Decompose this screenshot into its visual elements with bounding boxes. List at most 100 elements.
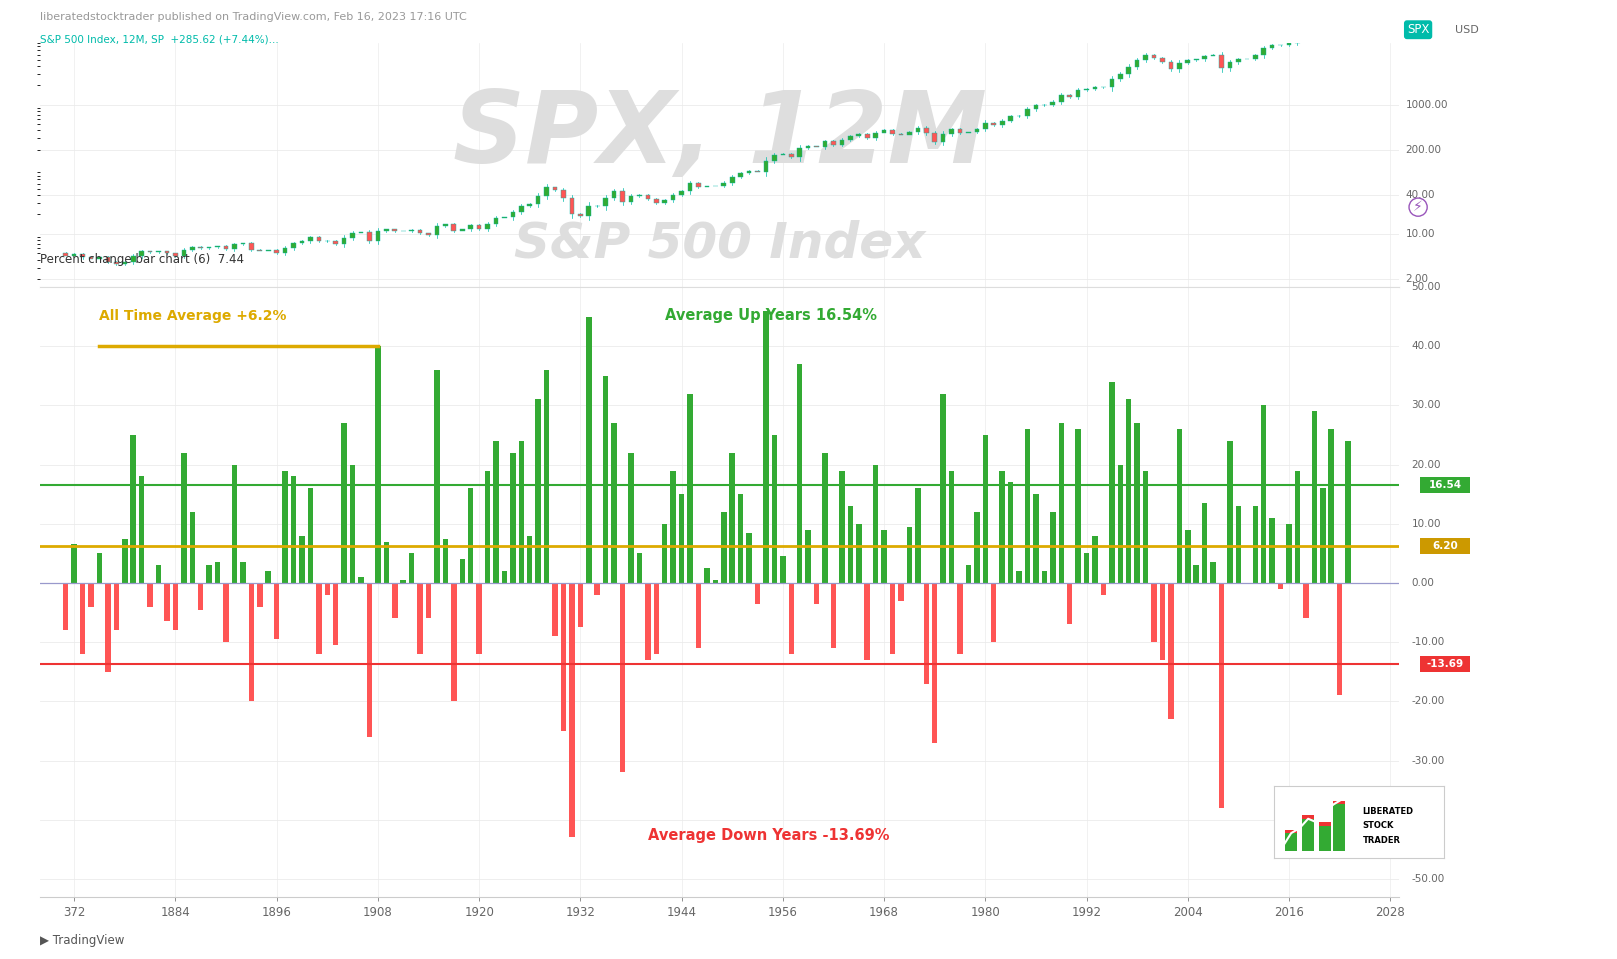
Bar [1329,22,1334,29]
Bar [155,565,162,583]
Bar [509,453,516,583]
Bar [1177,62,1182,69]
Bar [1007,482,1014,583]
Bar [805,529,810,583]
Bar [543,370,550,583]
Bar [1303,38,1308,39]
Bar [309,237,312,242]
Bar [1017,572,1022,583]
Bar [1193,565,1198,583]
Bar [367,583,372,737]
Bar [865,133,870,138]
Bar [569,583,574,837]
Bar [1253,506,1258,583]
Bar [425,583,432,619]
Bar [97,257,102,259]
Bar [755,583,760,603]
Bar [1083,553,1090,583]
Bar [1159,58,1164,61]
Bar [443,539,448,583]
Bar [443,224,448,226]
Text: -10.00: -10.00 [1412,637,1444,647]
Text: 1000.00: 1000.00 [1405,100,1449,109]
Text: 20.00: 20.00 [1412,459,1441,470]
Text: -13.69: -13.69 [1426,659,1463,669]
Bar [823,453,828,583]
Bar [873,464,878,583]
Bar [89,583,94,607]
Bar [687,393,692,583]
Bar [233,245,236,249]
Bar [763,311,768,583]
Bar [89,257,94,259]
Bar [79,583,86,654]
Bar [341,238,346,245]
Bar [569,199,574,214]
Bar [115,262,118,264]
Bar [611,423,616,583]
Bar [915,488,920,583]
Bar [351,233,354,238]
Bar [349,464,356,583]
Bar [121,539,128,583]
Bar [341,423,348,583]
Bar [577,583,584,627]
Bar [1101,583,1106,595]
Text: 50.00: 50.00 [1412,282,1441,292]
Bar [493,441,498,583]
Bar [173,253,178,256]
Bar [923,128,928,133]
Bar [1269,518,1274,583]
Bar [519,441,524,583]
Bar [663,199,668,202]
Bar [1093,87,1098,89]
Bar [1185,60,1190,62]
Bar [1127,66,1130,74]
Bar [401,580,406,583]
Bar [113,583,120,630]
Bar [1311,33,1316,39]
Text: LIBERATED: LIBERATED [1363,807,1413,816]
Bar [679,191,684,195]
FancyBboxPatch shape [1420,656,1470,672]
Bar [469,225,474,229]
Bar [147,583,154,607]
Bar [1303,583,1308,619]
Bar [1067,95,1072,97]
Bar [1345,22,1350,28]
Bar [1167,583,1174,719]
Bar [451,583,456,701]
Bar [797,149,802,157]
Bar [181,453,186,583]
Bar [1286,830,1297,833]
Bar [257,249,262,250]
Bar [1261,406,1266,583]
Text: 10.00: 10.00 [1412,519,1441,528]
Bar [857,133,862,136]
Bar [1033,494,1038,583]
Bar [1337,583,1342,695]
Text: Average Down Years -13.69%: Average Down Years -13.69% [648,829,889,843]
Text: 10.00: 10.00 [1405,229,1436,239]
Bar [697,183,700,187]
Bar [957,129,962,132]
Bar [815,146,818,147]
Bar [1075,90,1080,97]
Bar [999,121,1004,126]
Bar [519,206,524,212]
Bar [1269,45,1274,48]
Bar [501,572,508,583]
Bar [763,161,768,172]
Bar [417,583,422,654]
Bar [1185,529,1190,583]
Bar [207,565,212,583]
Bar [653,199,658,202]
Bar [629,197,634,202]
Bar [383,542,390,583]
Bar [839,140,844,145]
Text: -40.00: -40.00 [1412,815,1444,825]
Bar [933,133,936,142]
Bar [477,225,482,229]
Bar [451,224,456,230]
Bar [1067,583,1072,624]
